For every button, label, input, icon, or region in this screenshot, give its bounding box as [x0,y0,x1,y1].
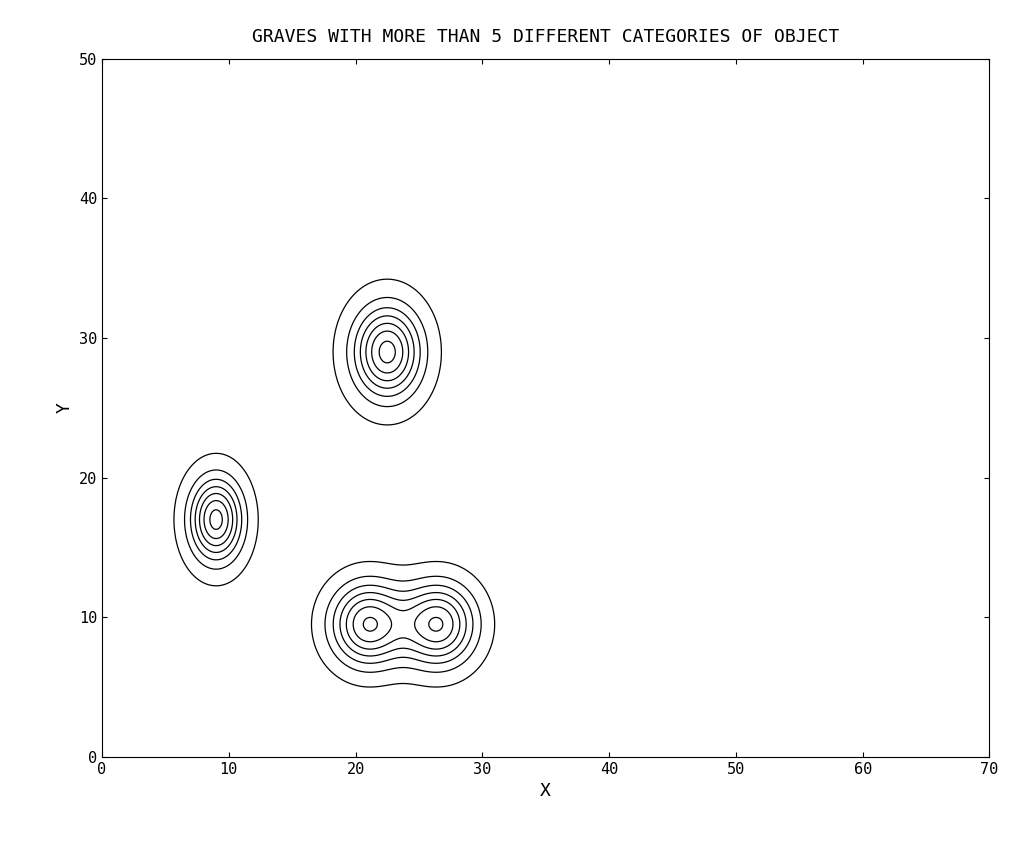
Y-axis label: Y: Y [55,403,73,413]
X-axis label: X: X [540,782,550,801]
Title: GRAVES WITH MORE THAN 5 DIFFERENT CATEGORIES OF OBJECT: GRAVES WITH MORE THAN 5 DIFFERENT CATEGO… [252,29,839,46]
